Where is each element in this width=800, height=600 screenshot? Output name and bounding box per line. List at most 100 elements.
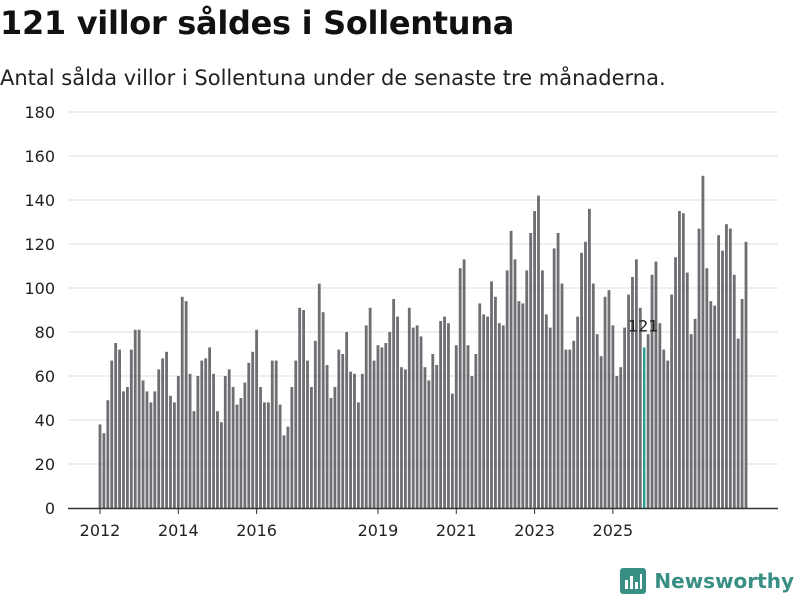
bar	[615, 376, 619, 508]
bar	[501, 325, 505, 508]
bar	[568, 349, 572, 508]
bar	[169, 395, 172, 508]
bar	[470, 376, 474, 508]
bar	[176, 376, 180, 508]
bar	[212, 373, 215, 508]
y-tick-label: 100	[24, 279, 55, 298]
bar	[678, 211, 681, 508]
bar	[541, 270, 544, 508]
bar	[157, 369, 161, 508]
bar	[310, 387, 313, 508]
bar	[286, 426, 290, 508]
bar	[106, 400, 110, 508]
bar	[102, 433, 106, 508]
bar	[646, 334, 650, 508]
bar	[372, 360, 376, 508]
bar	[454, 345, 458, 508]
bar	[149, 402, 153, 508]
y-tick-label: 80	[35, 323, 55, 342]
bar	[118, 349, 121, 508]
bar	[513, 259, 517, 508]
bar	[611, 325, 615, 508]
bar	[450, 393, 454, 508]
bar	[403, 369, 407, 508]
bar	[509, 230, 513, 509]
bar	[407, 307, 411, 508]
bar	[693, 318, 697, 508]
bar	[313, 340, 317, 508]
bar	[666, 360, 670, 508]
bar-annotation: 121	[628, 316, 659, 335]
bar	[505, 270, 509, 508]
bar	[325, 365, 329, 508]
bar	[200, 360, 204, 508]
y-tick-label: 160	[24, 147, 55, 166]
bar	[137, 329, 141, 508]
bar	[282, 435, 286, 508]
bar	[345, 332, 349, 508]
bar	[392, 299, 396, 508]
bar	[717, 235, 721, 508]
bar	[161, 358, 165, 508]
bar	[184, 301, 188, 508]
y-tick-label: 20	[35, 455, 55, 474]
x-tick-label: 2016	[236, 521, 277, 540]
x-tick-label: 2012	[80, 521, 121, 540]
highlight-bar	[643, 347, 646, 508]
bar	[654, 261, 658, 508]
bar	[740, 299, 744, 508]
bar	[329, 398, 333, 508]
bar	[689, 334, 693, 508]
bar	[474, 354, 478, 508]
bar	[337, 349, 341, 508]
bar	[204, 358, 208, 508]
bar	[396, 316, 399, 508]
bar	[263, 402, 266, 508]
bar	[728, 228, 732, 508]
bar	[251, 351, 255, 508]
y-tick-label: 0	[45, 499, 55, 518]
bar	[443, 316, 446, 508]
bar	[302, 310, 305, 508]
brand: Newsworthy	[620, 568, 794, 594]
bar	[247, 362, 251, 508]
bar	[431, 354, 435, 508]
bar	[380, 347, 384, 508]
bar	[623, 327, 627, 508]
bar	[278, 404, 282, 508]
bar	[341, 354, 345, 508]
bar	[223, 376, 227, 508]
bar	[486, 316, 490, 508]
bar	[705, 268, 709, 508]
bar	[133, 329, 137, 508]
bar	[576, 316, 580, 508]
bar	[188, 373, 192, 508]
bar	[290, 387, 294, 508]
bar	[349, 371, 352, 508]
bar	[732, 274, 736, 508]
bar	[165, 351, 168, 508]
bar	[670, 294, 674, 508]
x-tick-label: 2025	[593, 521, 634, 540]
bar	[231, 387, 235, 508]
bar	[110, 360, 114, 508]
bar	[353, 373, 356, 508]
bar	[145, 391, 149, 508]
bar	[196, 376, 200, 508]
bar	[497, 323, 501, 508]
bar	[713, 305, 717, 508]
bar	[333, 387, 337, 508]
bar	[216, 411, 219, 508]
bar	[235, 404, 239, 508]
bar	[627, 294, 630, 508]
bar	[447, 323, 450, 508]
bar	[552, 248, 556, 508]
bar	[427, 380, 431, 508]
bar	[478, 303, 482, 508]
bar	[744, 241, 748, 509]
y-tick-label: 180	[24, 103, 55, 122]
bar	[298, 307, 302, 508]
bar	[572, 340, 576, 508]
bar	[239, 398, 243, 508]
